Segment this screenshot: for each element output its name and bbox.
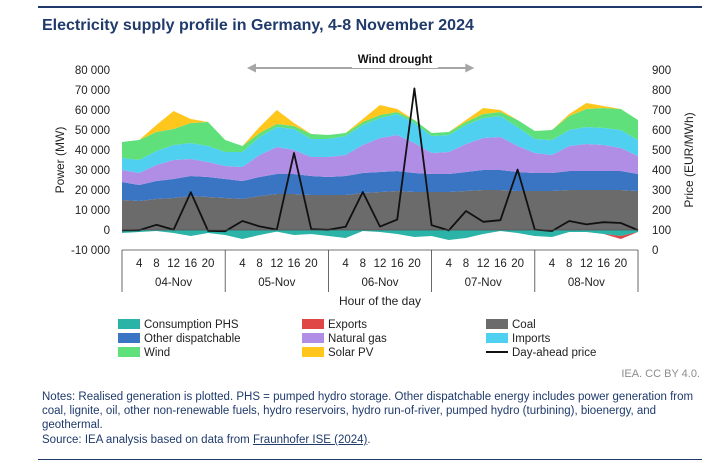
source-line: Source: IEA analysis based on data from … — [42, 434, 371, 446]
chart-title: Electricity supply profile in Germany, 4… — [42, 17, 474, 34]
hour-tick-label: 20 — [305, 258, 318, 270]
day-label: 07-Nov — [465, 277, 502, 289]
hour-tick-label: 16 — [288, 258, 301, 270]
source-prefix: Source: IEA analysis based on data from — [42, 434, 253, 446]
series-area-solar-pv — [122, 103, 638, 146]
legend-label-consumption-phs: Consumption PHS — [144, 319, 239, 331]
hour-tick-label: 16 — [597, 258, 610, 270]
hour-tick-label: 20 — [202, 258, 215, 270]
hour-tick-label: 12 — [580, 258, 593, 270]
y-tick-label: 60 000 — [75, 105, 110, 117]
legend-swatch-coal — [486, 319, 508, 329]
legend-swatch-consumption-phs — [118, 319, 140, 329]
hour-tick-label: 8 — [360, 258, 366, 270]
legend-label-day-ahead-price: Day-ahead price — [512, 347, 596, 359]
legend-label-other-dispatchable: Other dispatchable — [144, 333, 241, 345]
y2-tick-label: 0 — [652, 245, 658, 257]
credit-label: IEA. CC BY 4.0. — [621, 368, 700, 380]
y2-tick-label: 300 — [652, 185, 671, 197]
y2-tick-label: 400 — [652, 165, 671, 177]
annotation-arrow-left-head — [247, 63, 256, 73]
legend-label-coal: Coal — [512, 319, 536, 331]
hour-tick-label: 16 — [494, 258, 507, 270]
y-tick-label: -10 000 — [71, 245, 110, 257]
hour-tick-label: 12 — [477, 258, 490, 270]
hour-tick-label: 8 — [153, 258, 159, 270]
hour-tick-label: 12 — [167, 258, 180, 270]
day-label: 06-Nov — [361, 277, 398, 289]
series-area-natural-gas — [122, 135, 638, 185]
y-tick-label: 0 — [104, 225, 110, 237]
y-tick-label: 70 000 — [75, 85, 110, 97]
legend-label-solar-pv: Solar PV — [328, 347, 374, 359]
series-area-other-dispatchable — [122, 170, 638, 201]
y2-tick-label: 100 — [652, 225, 671, 237]
notes-text: Notes: Realised generation is plotted. P… — [42, 391, 694, 431]
hour-tick-label: 12 — [374, 258, 387, 270]
legend-label-wind: Wind — [144, 347, 170, 359]
legend-label-exports: Exports — [328, 319, 367, 331]
day-label: 04-Nov — [155, 277, 192, 289]
hour-tick-label: 8 — [566, 258, 572, 270]
y2-tick-label: 200 — [652, 205, 671, 217]
legend-swatch-natural-gas — [302, 333, 324, 343]
hour-tick-label: 20 — [408, 258, 421, 270]
y-tick-label: 80 000 — [75, 65, 110, 77]
y2-tick-label: 700 — [652, 105, 671, 117]
legend-label-natural-gas: Natural gas — [328, 333, 387, 345]
y-tick-label: 20 000 — [75, 185, 110, 197]
y2-tick-label: 600 — [652, 125, 671, 137]
series-area-imports — [122, 114, 638, 173]
legend-swatch-imports — [486, 333, 508, 343]
hour-tick-label: 4 — [446, 258, 453, 270]
legend-swatch-other-dispatchable — [118, 333, 140, 343]
annotation-label: Wind drought — [358, 54, 433, 66]
hour-tick-label: 4 — [239, 258, 246, 270]
source-link[interactable]: Fraunhofer ISE (2024) — [252, 434, 368, 446]
hour-tick-label: 4 — [342, 258, 349, 270]
y-tick-label: 40 000 — [75, 145, 110, 157]
hour-tick-label: 8 — [256, 258, 262, 270]
y2-axis-title: Price (EUR/MWh) — [682, 112, 696, 207]
y2-tick-label: 900 — [652, 65, 671, 77]
hour-tick-label: 16 — [391, 258, 404, 270]
y-tick-label: 50 000 — [75, 125, 110, 137]
annotation-label-bg — [352, 52, 438, 68]
series-area-wind — [122, 108, 638, 160]
top-rule — [38, 6, 702, 8]
hour-tick-label: 12 — [270, 258, 283, 270]
hour-tick-label: 4 — [136, 258, 143, 270]
hour-tick-label: 16 — [184, 258, 197, 270]
series-area-consumption-phs — [122, 230, 638, 240]
hour-tick-label: 8 — [463, 258, 469, 270]
legend-label-imports: Imports — [512, 333, 551, 345]
y-tick-label: 30 000 — [75, 165, 110, 177]
bottom-rule — [38, 459, 702, 460]
y-tick-label: 10 000 — [75, 205, 110, 217]
hour-tick-label: 20 — [511, 258, 524, 270]
y-axis-title: Power (MW) — [53, 127, 67, 194]
day-label: 08-Nov — [568, 277, 605, 289]
legend-swatch-wind — [118, 347, 140, 357]
legend-swatch-exports — [302, 319, 324, 329]
x-axis-title: Hour of the day — [339, 294, 421, 308]
series-area-coal — [122, 190, 638, 230]
hour-tick-label: 20 — [614, 258, 627, 270]
y2-tick-label: 500 — [652, 145, 671, 157]
hour-tick-label: 4 — [549, 258, 556, 270]
series-line-day-ahead-price — [121, 87, 639, 233]
y2-tick-label: 800 — [652, 85, 671, 97]
source-suffix: . — [367, 434, 371, 446]
day-label: 05-Nov — [258, 277, 295, 289]
legend-swatch-solar-pv — [302, 347, 324, 357]
annotation-arrow-right-head — [465, 63, 475, 73]
